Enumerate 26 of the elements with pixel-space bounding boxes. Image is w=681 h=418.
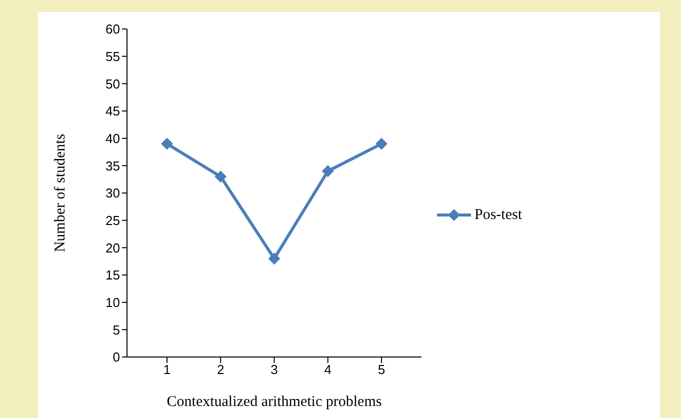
- y-tick-label: 50: [106, 76, 120, 92]
- y-tick-label: 60: [106, 22, 120, 37]
- y-tick-label: 30: [106, 186, 120, 201]
- point: [161, 138, 173, 150]
- y-tick-label: 35: [106, 158, 120, 174]
- x-tick-label: 5: [378, 362, 386, 378]
- x-tick-label: 2: [217, 362, 224, 378]
- y-tick-label: 10: [106, 294, 120, 310]
- y-tick-label: 45: [106, 104, 120, 119]
- y-tick-label: 0: [112, 350, 120, 365]
- y-tick-label: 15: [106, 268, 120, 283]
- point: [375, 138, 388, 150]
- x-axis-title: Contextualized arithmetic problems: [166, 394, 382, 410]
- x-tick-label: 4: [324, 362, 332, 378]
- x-tick-label: 3: [270, 362, 278, 378]
- point: [322, 165, 334, 178]
- legend-label: Pos-test: [474, 206, 522, 224]
- y-tick-label: 20: [106, 240, 120, 256]
- y-tick-label: 25: [106, 212, 120, 228]
- point: [214, 170, 227, 183]
- y-tick-label: 40: [106, 130, 120, 146]
- y-axis-title: Number of students: [52, 134, 68, 252]
- point: [268, 252, 280, 265]
- y-tick-label: 5: [112, 322, 120, 338]
- y-tick-label: 55: [106, 48, 120, 64]
- x-tick-label: 1: [163, 362, 171, 378]
